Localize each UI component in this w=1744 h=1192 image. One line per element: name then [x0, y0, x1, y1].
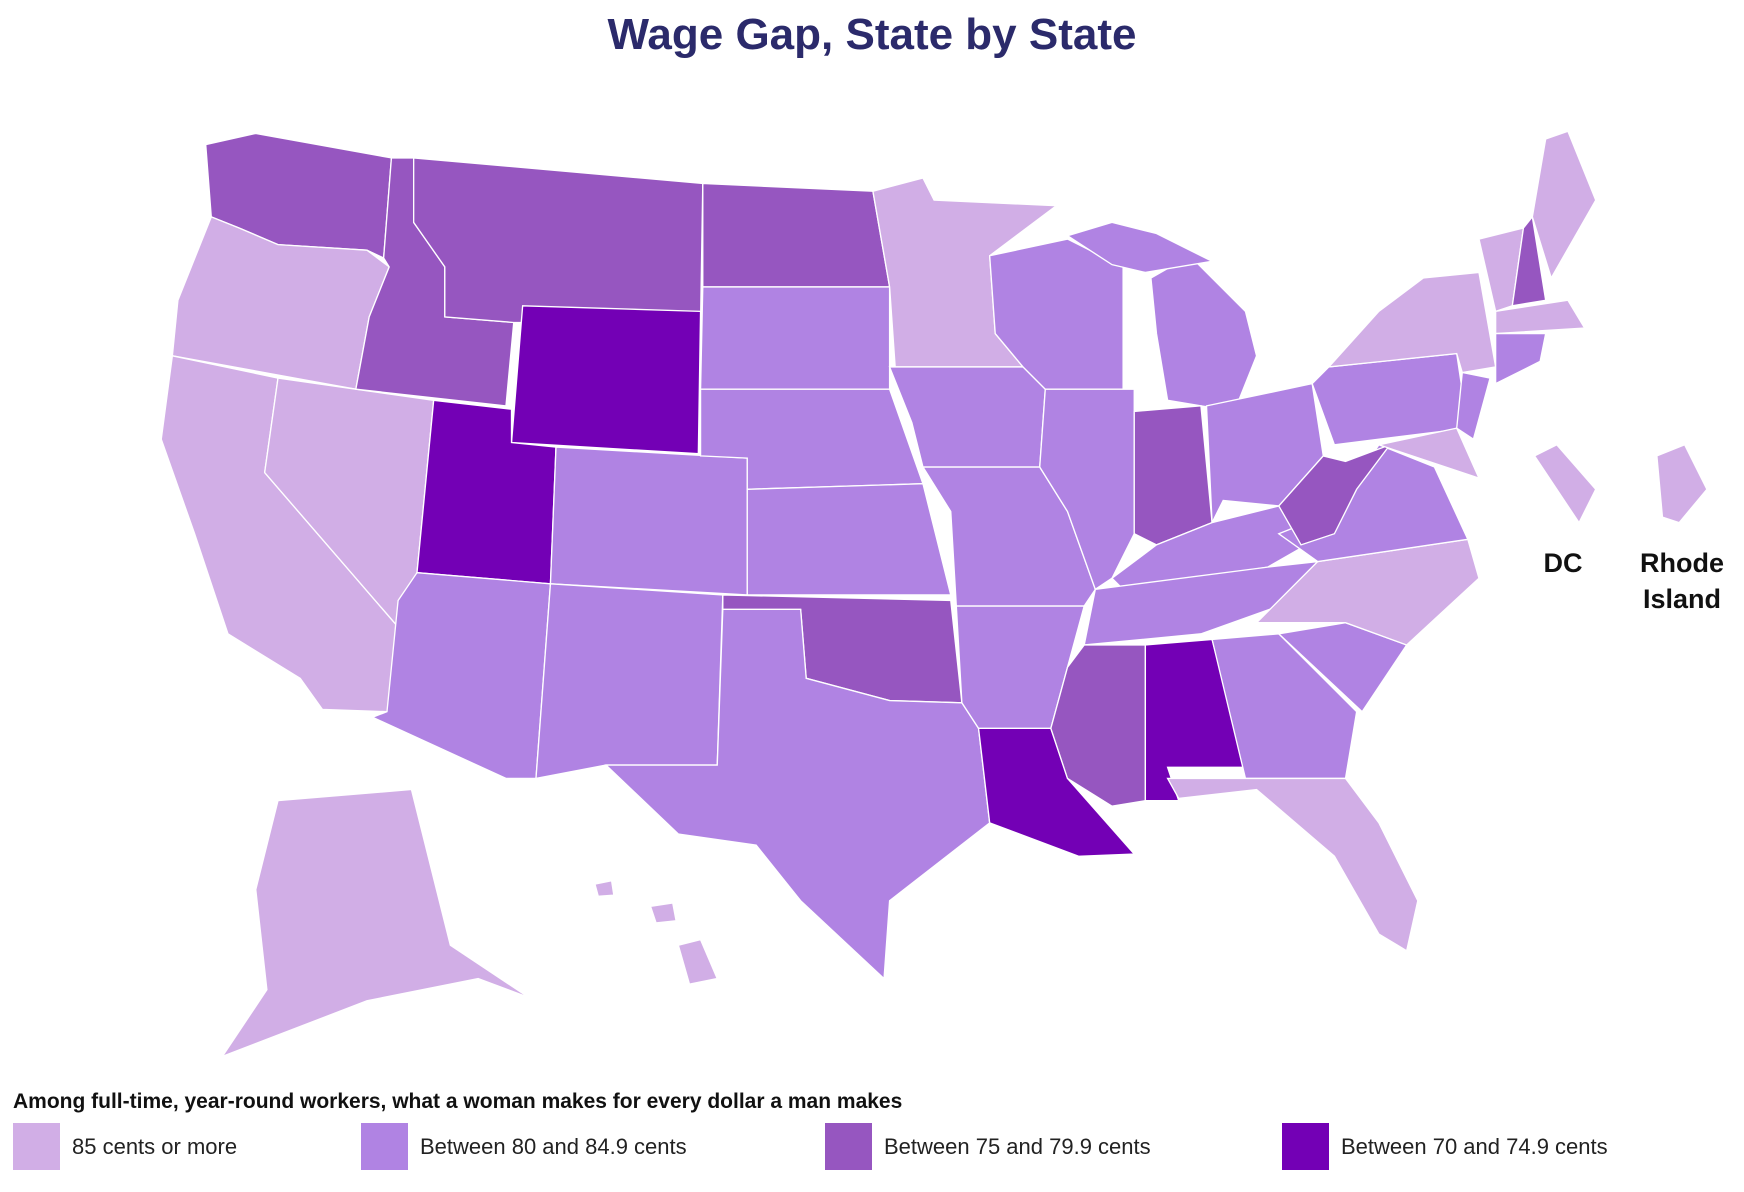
legend-item: 85 cents or more — [13, 1123, 237, 1170]
state — [1494, 299, 1586, 335]
legend-item: Between 70 and 74.9 cents — [1282, 1123, 1608, 1170]
state — [1133, 405, 1213, 546]
state — [412, 157, 704, 324]
state — [1327, 271, 1497, 374]
inset-label: DC — [1543, 548, 1583, 578]
legend-swatch — [361, 1123, 408, 1170]
state — [594, 879, 615, 897]
legend-item: Between 75 and 79.9 cents — [825, 1123, 1151, 1170]
legend-label: Between 70 and 74.9 cents — [1341, 1133, 1608, 1159]
state — [549, 446, 748, 596]
state — [1150, 254, 1258, 413]
state — [699, 286, 891, 390]
legend-label: Between 75 and 79.9 cents — [884, 1133, 1151, 1159]
state — [220, 788, 568, 1058]
state — [1166, 777, 1419, 952]
state — [1277, 443, 1392, 546]
legend-item: Between 80 and 84.9 cents — [361, 1123, 687, 1170]
legend-label: 85 cents or more — [72, 1133, 238, 1159]
state — [888, 366, 1046, 468]
state — [649, 902, 677, 924]
state — [1656, 443, 1708, 524]
inset-label: Rhode Island — [1640, 548, 1724, 614]
state — [1211, 633, 1358, 780]
state — [1511, 215, 1547, 307]
state — [535, 583, 724, 780]
legend-swatch — [1282, 1123, 1329, 1170]
state — [510, 305, 702, 455]
state — [677, 938, 719, 985]
state — [1065, 221, 1215, 274]
legend-swatch — [825, 1123, 872, 1170]
state — [1376, 427, 1481, 480]
legend-title: Among full-time, year-round workers, wha… — [13, 1090, 903, 1113]
legend-label: Between 80 and 84.9 cents — [420, 1133, 687, 1159]
state — [702, 182, 891, 288]
state — [1531, 130, 1597, 280]
map — [160, 130, 1708, 1058]
state — [1456, 371, 1491, 441]
state — [604, 608, 991, 981]
title: Wage Gap, State by State — [607, 10, 1137, 59]
legend-swatch — [13, 1123, 60, 1170]
state — [370, 571, 552, 780]
state — [1494, 332, 1547, 385]
state — [746, 483, 952, 596]
state — [1533, 443, 1597, 524]
